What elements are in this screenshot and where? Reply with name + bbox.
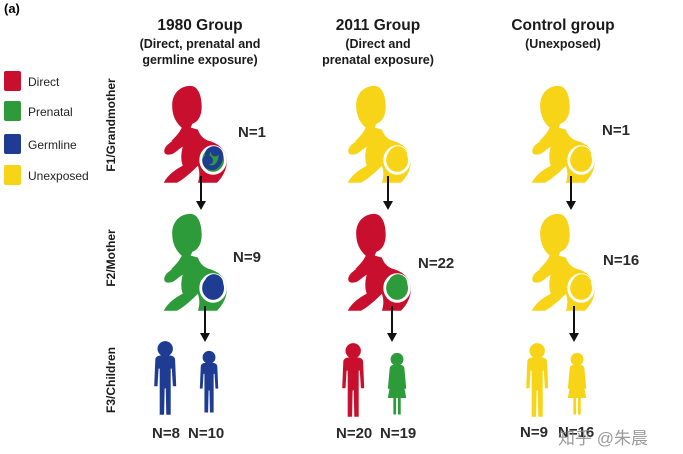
arrow-grandmother-to-mother [566,176,576,210]
row-labels: F1/Grandmother F2/Mother F3/Children [104,78,118,413]
group-title: Control group [511,17,614,34]
embryo-head [395,148,403,157]
child-body [154,355,177,415]
child-2-n-label: N=19 [380,425,416,442]
child-2-n-label: N=10 [188,425,224,442]
woman-arm [372,141,386,164]
woman-head-hair [355,213,386,269]
legend-item-germline: Germline [4,134,77,154]
group-3: Control group (Unexposed) N=1 N=16 N=9 N=16 [511,17,639,441]
legend-swatch-unexposed [4,165,21,185]
woman-head-hair [355,85,386,141]
arrow-mother-to-children [200,306,210,342]
grandmother-pregnant-woman-icon [531,85,595,183]
child-2-girl-icon [387,352,407,415]
legend-label-prenatal: Prenatal [28,105,73,119]
embryo-head [395,276,403,285]
child-head [570,352,584,366]
arrow-head [566,201,576,210]
group-title: 1980 Group [157,17,242,34]
grandmother-n-label: N=1 [602,122,630,139]
row-label-3: F3/Children [104,347,118,413]
child-1-n-label: N=20 [336,425,372,442]
arrow-grandmother-to-mother [196,176,206,210]
child-1-n-label: N=9 [520,424,548,441]
woman-head-hair [171,85,202,141]
legend-label-germline: Germline [28,138,77,152]
legend-item-unexposed: Unexposed [4,165,89,185]
mother-pregnant-woman-icon [531,213,595,311]
woman-head-hair [539,213,570,269]
group-subtitle-line: (Direct, prenatal and [140,37,261,51]
woman-arm [188,141,202,164]
embryo-head [579,276,587,285]
group-subtitle-line: (Direct and [345,37,410,51]
child-1-n-label: N=8 [152,425,180,442]
arrow-head [387,333,397,342]
arrow-mother-to-children [569,306,579,342]
child-1-boy-icon [526,343,549,417]
group-title: 2011 Group [336,17,420,34]
child-body [199,362,219,413]
color-legend: Direct Prenatal Germline Unexposed [4,71,89,185]
watermark-text: 知乎 @朱晨 [558,429,648,448]
woman-arm [372,269,386,292]
child-head [202,350,216,364]
embryo-head [211,148,219,157]
legend-item-prenatal: Prenatal [4,101,73,121]
legend-swatch-germline [4,134,21,154]
mother-pregnant-woman-icon [163,213,227,311]
grandmother-n-label: N=1 [238,124,266,141]
woman-head-hair [171,213,202,269]
child-1-boy-icon [154,341,177,415]
woman-head-hair [539,85,570,141]
group-subtitle-line: germline exposure) [142,53,257,67]
legend-item-direct: Direct [4,71,60,91]
grandmother-pregnant-woman-icon [347,85,411,183]
child-2-girl-icon [567,352,587,415]
arrow-head [196,201,206,210]
embryo-head [211,276,219,285]
mother-pregnant-woman-icon [347,213,411,311]
child-body [342,357,365,417]
legend-swatch-direct [4,71,21,91]
legend-swatch-prenatal [4,101,21,121]
group-subtitle-line: prenatal exposure) [322,53,434,67]
child-body [387,364,407,415]
woman-arm [556,141,570,164]
mother-n-label: N=22 [418,255,454,272]
grandmother-pregnant-woman-icon [163,85,227,183]
group-1: 1980 Group (Direct, prenatal and germline … [140,17,266,442]
arrow-head [383,201,393,210]
child-head [345,343,361,359]
embryo-head [579,148,587,157]
group-subtitle-line: (Unexposed) [525,37,601,51]
child-1-boy-icon [342,343,365,417]
arrow-mother-to-children [387,306,397,342]
arrow-grandmother-to-mother [383,176,393,210]
child-head [529,343,545,359]
child-body [567,364,587,415]
mother-n-label: N=16 [603,252,639,269]
row-label-2: F2/Mother [104,229,118,287]
woman-arm [188,269,202,292]
legend-label-unexposed: Unexposed [28,169,89,183]
woman-arm [556,269,570,292]
child-2-n-label: N=16 [558,424,594,441]
child-head [157,341,173,357]
mother-n-label: N=9 [233,249,261,266]
panel-label: (a) [4,1,20,16]
exposure-groups: 1980 Group (Direct, prenatal and germline … [140,17,640,442]
arrow-head [569,333,579,342]
child-2-boy-icon [199,350,219,413]
row-label-1: F1/Grandmother [104,78,118,172]
child-head [390,352,404,366]
child-body [526,357,549,417]
group-2: 2011 Group (Direct and prenatal exposure) N… [322,17,454,442]
arrow-head [200,333,210,342]
legend-label-direct: Direct [28,75,60,89]
